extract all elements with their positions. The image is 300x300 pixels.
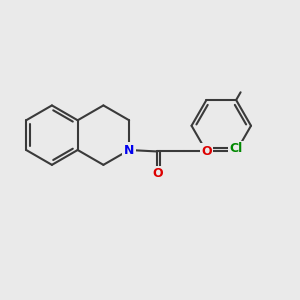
Text: N: N	[124, 143, 134, 157]
Text: Cl: Cl	[230, 142, 243, 155]
Text: O: O	[152, 167, 163, 180]
Text: O: O	[201, 145, 212, 158]
